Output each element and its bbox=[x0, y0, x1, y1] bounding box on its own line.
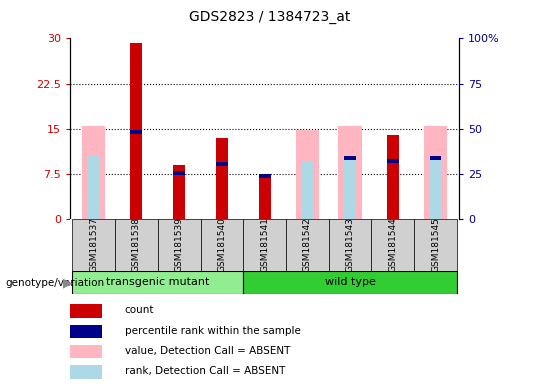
Bar bbox=[343, 159, 356, 219]
Bar bbox=[286, 219, 329, 271]
Bar bbox=[372, 219, 414, 271]
Bar bbox=[301, 162, 314, 219]
Text: GSM181538: GSM181538 bbox=[132, 217, 141, 272]
Text: value, Detection Call = ABSENT: value, Detection Call = ABSENT bbox=[125, 346, 290, 356]
Bar bbox=[216, 138, 228, 219]
Bar bbox=[295, 131, 319, 219]
Bar bbox=[338, 126, 362, 219]
Bar bbox=[70, 324, 102, 338]
Text: wild type: wild type bbox=[325, 277, 375, 287]
Bar bbox=[243, 219, 286, 271]
Text: GSM181541: GSM181541 bbox=[260, 217, 269, 272]
Bar bbox=[459, 219, 463, 271]
Text: rank, Detection Call = ABSENT: rank, Detection Call = ABSENT bbox=[125, 366, 285, 376]
Bar bbox=[72, 271, 243, 294]
Text: GSM181542: GSM181542 bbox=[303, 217, 312, 272]
Text: GSM181539: GSM181539 bbox=[174, 217, 184, 272]
Bar bbox=[173, 171, 185, 175]
Bar bbox=[72, 219, 115, 271]
Bar bbox=[70, 345, 102, 358]
Text: percentile rank within the sample: percentile rank within the sample bbox=[125, 326, 300, 336]
Bar bbox=[344, 156, 356, 160]
Text: GDS2823 / 1384723_at: GDS2823 / 1384723_at bbox=[190, 10, 350, 23]
Text: GSM181537: GSM181537 bbox=[89, 217, 98, 272]
Bar bbox=[70, 365, 102, 379]
Bar bbox=[131, 130, 143, 134]
Bar bbox=[173, 165, 185, 219]
Text: GSM181545: GSM181545 bbox=[431, 217, 440, 272]
Bar bbox=[387, 159, 399, 163]
Text: GSM181543: GSM181543 bbox=[346, 217, 355, 272]
Bar bbox=[70, 219, 72, 271]
Text: GSM181540: GSM181540 bbox=[218, 217, 226, 272]
Bar bbox=[429, 156, 442, 219]
Bar bbox=[414, 219, 457, 271]
Bar bbox=[216, 162, 228, 166]
Bar bbox=[424, 126, 447, 219]
Bar bbox=[70, 305, 102, 318]
Bar bbox=[429, 156, 442, 160]
Bar bbox=[115, 219, 158, 271]
Bar bbox=[329, 219, 372, 271]
Bar bbox=[87, 156, 100, 219]
Bar bbox=[131, 43, 143, 219]
Bar bbox=[158, 219, 200, 271]
Bar bbox=[200, 219, 243, 271]
Text: GSM181544: GSM181544 bbox=[388, 217, 397, 272]
Bar bbox=[82, 126, 105, 219]
Bar bbox=[259, 174, 271, 178]
Text: ▶: ▶ bbox=[63, 276, 72, 290]
Bar bbox=[259, 174, 271, 219]
Text: count: count bbox=[125, 305, 154, 315]
Bar bbox=[387, 135, 399, 219]
Text: genotype/variation: genotype/variation bbox=[5, 278, 105, 288]
Text: transgenic mutant: transgenic mutant bbox=[106, 277, 210, 287]
Bar bbox=[243, 271, 457, 294]
